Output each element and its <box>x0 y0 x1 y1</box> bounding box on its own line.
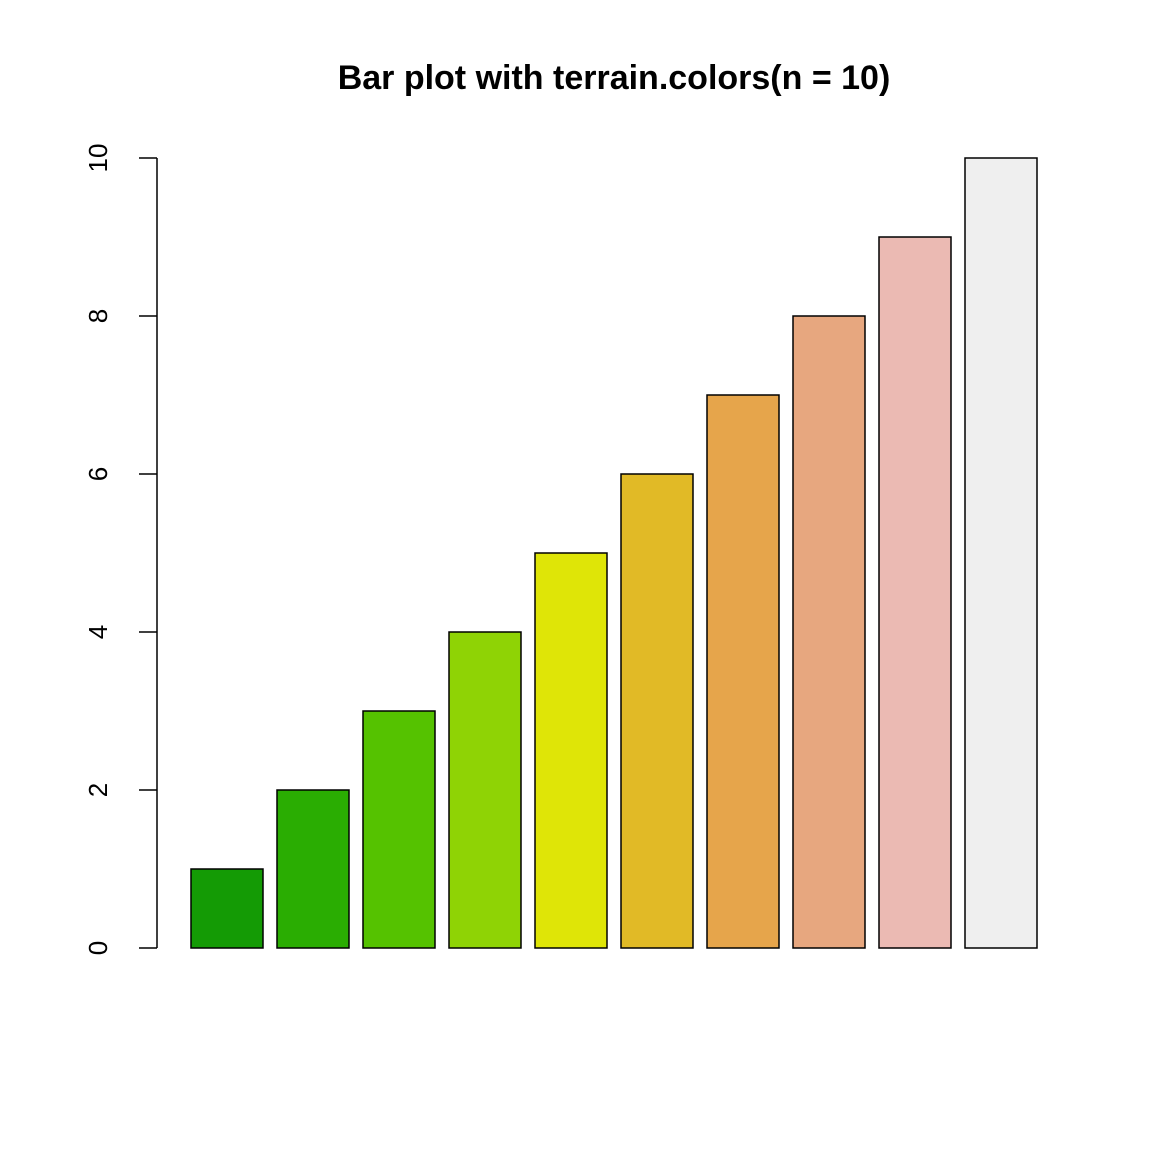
bar <box>448 631 522 949</box>
bar <box>792 315 866 949</box>
y-tick-label: 10 <box>83 144 113 173</box>
chart-title: Bar plot with terrain.colors(n = 10) <box>338 59 891 97</box>
y-tick-label: 6 <box>83 467 113 481</box>
y-tick-label: 2 <box>83 783 113 797</box>
bar <box>620 473 694 949</box>
y-tick-label: 0 <box>83 941 113 955</box>
bar <box>878 236 952 949</box>
bar <box>276 789 350 949</box>
bar <box>534 552 608 949</box>
y-tick-label: 8 <box>83 309 113 323</box>
bar <box>706 394 780 949</box>
bar <box>964 157 1038 949</box>
bar <box>190 868 264 949</box>
bar <box>362 710 436 949</box>
y-tick-label: 4 <box>83 625 113 639</box>
